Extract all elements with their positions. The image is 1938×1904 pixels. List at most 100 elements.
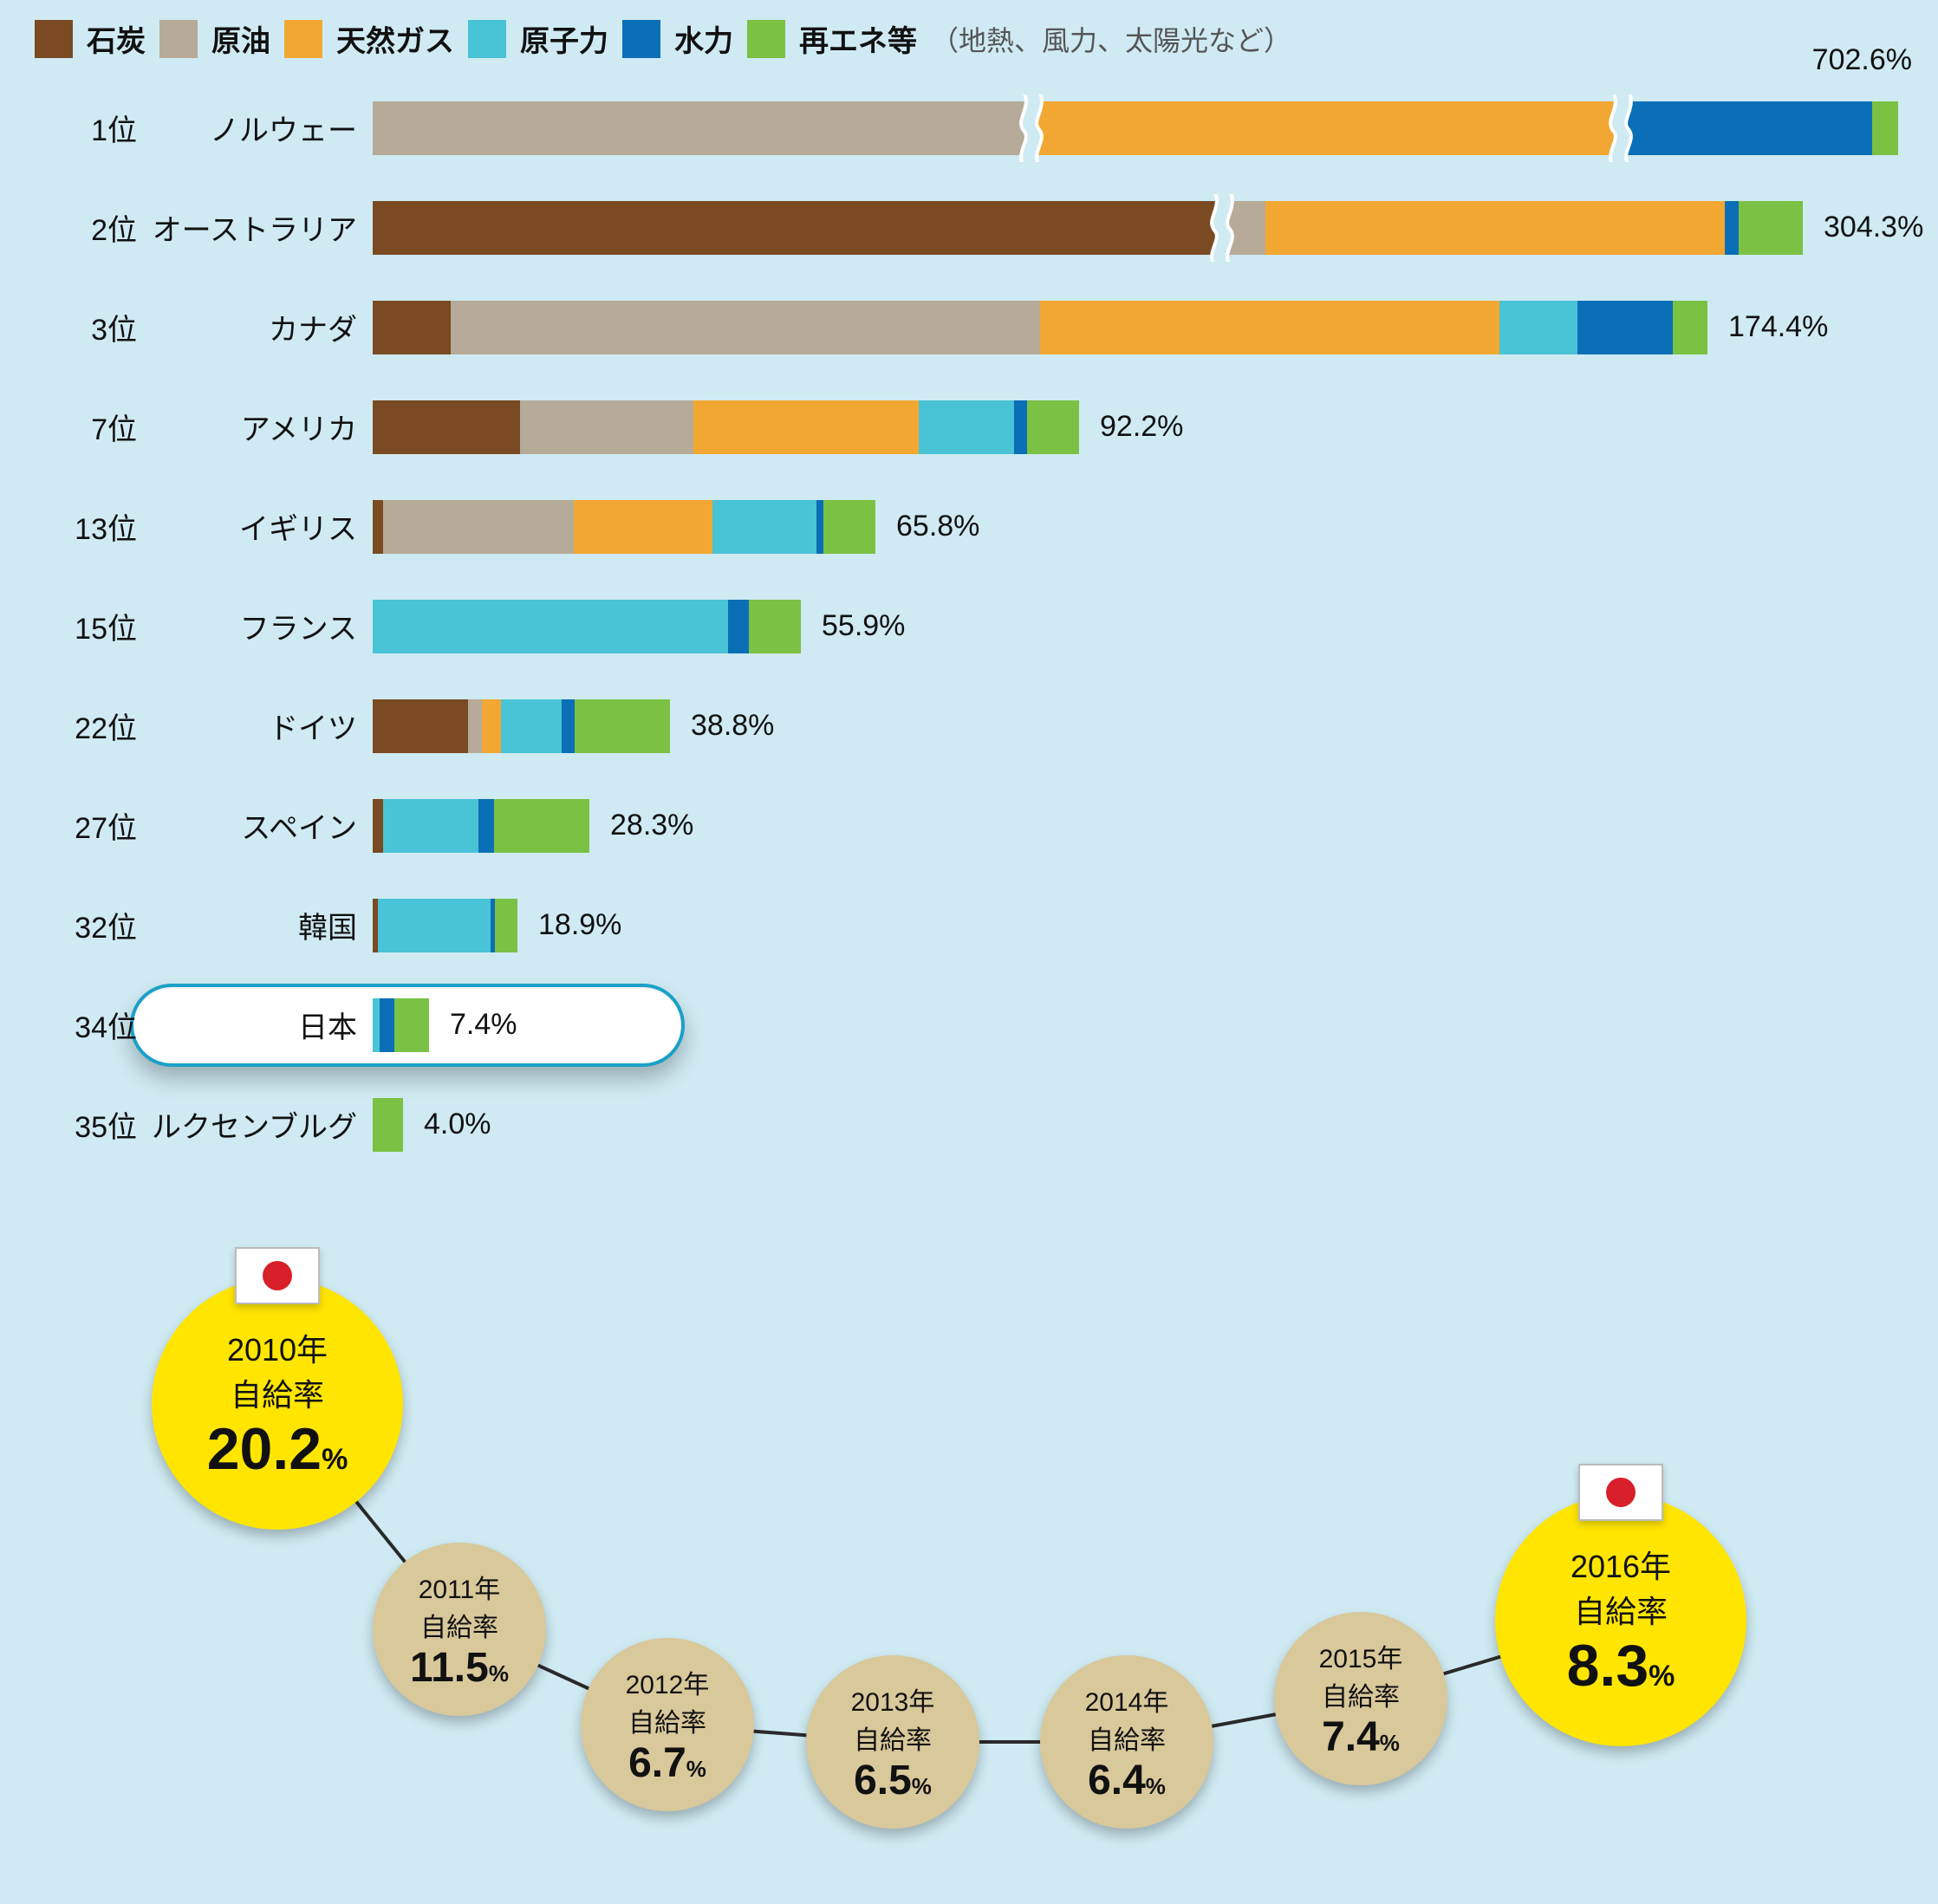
timeline-bubble: 2010年自給率20.2% [152, 1278, 403, 1530]
timeline-year: 2010年 [227, 1325, 328, 1370]
timeline-bubble: 2011年自給率11.5% [373, 1543, 546, 1716]
country-label: フランス [147, 605, 373, 647]
bar-segment-oil [451, 301, 1040, 354]
country-label: イギリス [147, 505, 373, 548]
country-label: オーストラリア [147, 206, 373, 249]
country-label: ノルウェー [147, 107, 373, 149]
bar-segment-hydro [816, 500, 823, 554]
timeline-value: 8.3% [1567, 1632, 1675, 1699]
bar-segment-hydro [1577, 301, 1673, 354]
rank-label: 34位 [0, 1004, 147, 1046]
bar-segment-coal [373, 500, 383, 554]
bar-segment-nuclear [383, 799, 478, 853]
country-label: ルクセンブルグ [147, 1103, 373, 1146]
axis-break-icon [1608, 101, 1634, 155]
rank-label: 15位 [0, 605, 147, 647]
timeline-bubble: 2015年自給率7.4% [1274, 1612, 1447, 1785]
stacked-bar [373, 500, 875, 554]
stacked-bar [373, 1098, 403, 1152]
bar-segment-hydro [380, 998, 394, 1052]
timeline-year: 2015年 [1319, 1637, 1403, 1675]
country-label: 日本 [147, 1004, 373, 1046]
bar-segment-nuclear [373, 600, 728, 653]
bar-segment-nuclear [919, 400, 1014, 454]
rank-label: 1位 [0, 107, 147, 149]
timeline-value: 6.5% [854, 1757, 932, 1804]
bar-segment-renew [1027, 400, 1079, 454]
bar-segment-coal [373, 301, 451, 354]
stacked-bar [373, 101, 1898, 155]
timeline-sublabel: 自給率 [1088, 1719, 1166, 1757]
bar-segment-oil [520, 400, 693, 454]
value-label: 65.8% [896, 510, 979, 543]
axis-break-icon [1209, 201, 1235, 255]
timeline-sublabel: 自給率 [1322, 1675, 1400, 1713]
bar-segment-nuclear [501, 699, 562, 753]
bar-segment-renew [1872, 101, 1898, 155]
bar-segment-coal [373, 799, 383, 853]
timeline-bubble: 2014年自給率6.4% [1040, 1655, 1213, 1829]
stacked-bar [373, 400, 1079, 454]
timeline-value: 7.4% [1322, 1713, 1400, 1761]
stacked-bar [373, 699, 670, 753]
bar-segment-renew [749, 600, 801, 653]
timeline-sublabel: 自給率 [231, 1370, 324, 1415]
stacked-bar [373, 998, 429, 1052]
value-label: 702.6% [1812, 43, 1912, 77]
bar-wrap: 92.2% [373, 377, 1938, 477]
rank-label: 3位 [0, 306, 147, 348]
bar-segment-hydro [1725, 201, 1739, 255]
bar-segment-hydro [1621, 101, 1872, 155]
timeline-bubble: 2012年自給率6.7% [581, 1638, 754, 1811]
rank-label: 7位 [0, 406, 147, 448]
bar-wrap: 702.6% [373, 78, 1938, 178]
rank-label: 35位 [0, 1103, 147, 1146]
timeline-sublabel: 自給率 [420, 1606, 498, 1644]
bar-segment-oil [373, 101, 1031, 155]
bar-segment-nuclear [1499, 301, 1577, 354]
stacked-bar [373, 301, 1707, 354]
bar-wrap: 304.3% [373, 178, 1938, 277]
bar-segment-nuclear [378, 899, 491, 952]
value-label: 55.9% [822, 609, 905, 643]
bar-segment-renew [1739, 201, 1803, 255]
stacked-bar [373, 600, 801, 653]
bar-segment-gas [693, 400, 919, 454]
bar-segment-hydro [728, 600, 749, 653]
bar-segment-gas [1265, 201, 1725, 255]
bar-segment-renew [394, 998, 429, 1052]
timeline-sublabel: 自給率 [854, 1719, 932, 1757]
bar-segment-gas [574, 500, 712, 554]
timeline-bubble: 2016年自給率8.3% [1495, 1495, 1746, 1746]
rank-label: 32位 [0, 904, 147, 946]
country-label: ドイツ [147, 705, 373, 747]
country-label: 韓国 [147, 904, 373, 946]
value-label: 38.8% [691, 709, 774, 743]
bar-wrap: 65.8% [373, 477, 1938, 576]
stacked-bar [373, 201, 1803, 255]
timeline-year: 2011年 [419, 1568, 501, 1606]
timeline-year: 2014年 [1085, 1680, 1169, 1719]
value-label: 304.3% [1824, 211, 1923, 244]
bar-wrap: 7.4% [373, 975, 1938, 1075]
country-label: アメリカ [147, 406, 373, 448]
value-label: 4.0% [424, 1108, 491, 1141]
chart-stage: 石炭原油天然ガス原子力水力再エネ等（地熱、風力、太陽光など）1位ノルウェー 70… [0, 0, 1938, 1904]
rank-label: 13位 [0, 505, 147, 548]
timeline-year: 2012年 [626, 1663, 710, 1701]
bar-segment-gas [1040, 301, 1499, 354]
bar-segment-nuclear [712, 500, 816, 554]
value-label: 174.4% [1728, 310, 1828, 344]
value-label: 28.3% [610, 809, 693, 842]
bar-wrap: 174.4% [373, 277, 1938, 377]
value-label: 92.2% [1100, 410, 1183, 444]
stacked-bar [373, 899, 517, 952]
timeline-year: 2013年 [851, 1680, 935, 1719]
bar-segment-renew [373, 1098, 403, 1152]
japan-flag-icon [235, 1247, 320, 1304]
bar-segment-hydro [1014, 400, 1027, 454]
value-label: 18.9% [538, 908, 621, 942]
axis-break-icon [1018, 101, 1044, 155]
bar-wrap: 55.9% [373, 576, 1938, 676]
bar-wrap: 4.0% [373, 1075, 1938, 1174]
